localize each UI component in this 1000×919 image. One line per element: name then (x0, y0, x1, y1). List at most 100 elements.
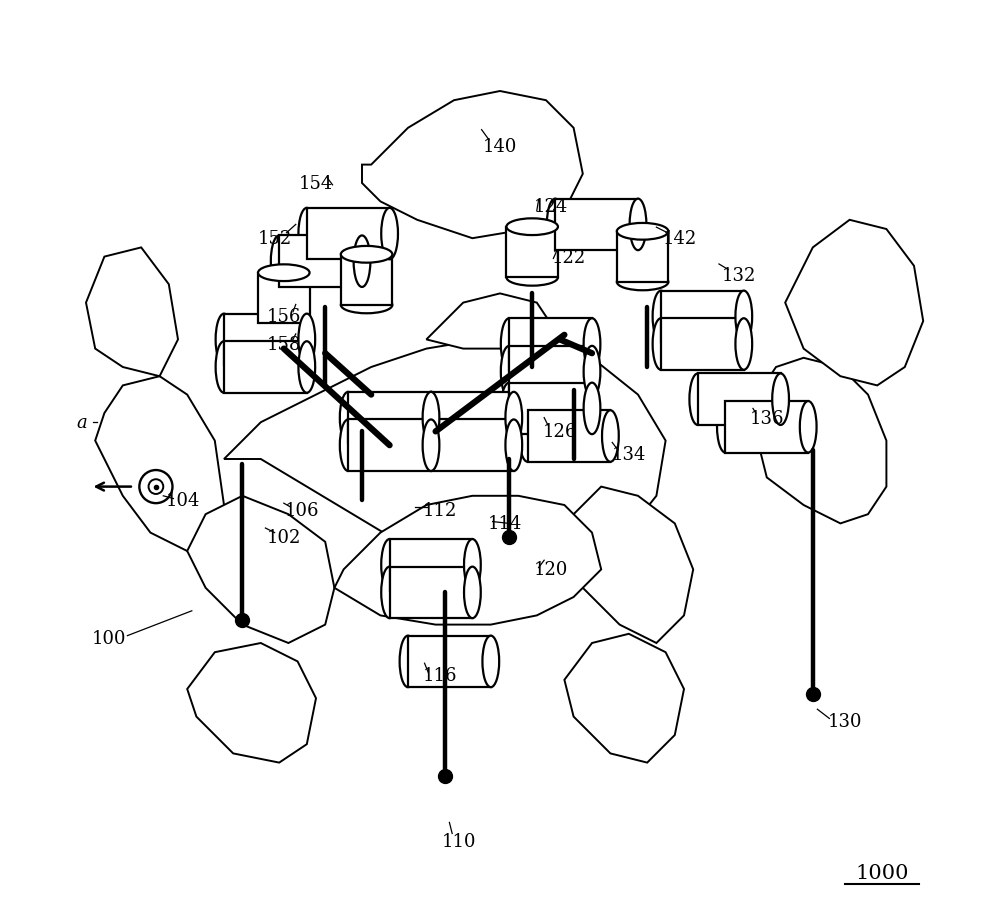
Ellipse shape (800, 402, 817, 453)
Polygon shape (362, 92, 583, 239)
Ellipse shape (423, 420, 439, 471)
Ellipse shape (298, 209, 315, 260)
Ellipse shape (505, 420, 522, 471)
Text: 112: 112 (423, 501, 457, 519)
Polygon shape (224, 340, 666, 597)
Polygon shape (348, 420, 431, 471)
Ellipse shape (630, 199, 646, 251)
Text: 140: 140 (483, 138, 517, 156)
Ellipse shape (464, 539, 481, 591)
Polygon shape (408, 636, 491, 687)
Ellipse shape (258, 265, 310, 282)
Ellipse shape (735, 291, 752, 343)
Polygon shape (390, 539, 472, 591)
Ellipse shape (772, 374, 789, 425)
Polygon shape (509, 383, 592, 435)
Polygon shape (86, 248, 178, 377)
Ellipse shape (547, 199, 564, 251)
Text: 110: 110 (441, 832, 476, 850)
Polygon shape (528, 411, 610, 462)
Ellipse shape (340, 420, 357, 471)
Ellipse shape (381, 567, 398, 618)
Ellipse shape (506, 269, 558, 287)
Polygon shape (431, 420, 514, 471)
Polygon shape (224, 314, 307, 366)
Polygon shape (224, 342, 307, 393)
Ellipse shape (519, 411, 536, 462)
Text: 142: 142 (662, 230, 697, 248)
Text: 116: 116 (423, 666, 457, 685)
Polygon shape (509, 346, 592, 398)
Ellipse shape (584, 346, 600, 398)
Polygon shape (698, 374, 781, 425)
Polygon shape (307, 209, 390, 260)
Ellipse shape (258, 315, 310, 333)
Ellipse shape (501, 319, 518, 370)
Text: 122: 122 (552, 248, 586, 267)
Polygon shape (617, 233, 668, 283)
Polygon shape (279, 236, 362, 288)
Polygon shape (258, 274, 310, 323)
Text: 114: 114 (487, 515, 522, 533)
Ellipse shape (298, 314, 315, 366)
Text: 120: 120 (533, 561, 568, 579)
Ellipse shape (354, 236, 370, 288)
Text: 158: 158 (267, 335, 301, 354)
Ellipse shape (584, 319, 600, 370)
Polygon shape (758, 358, 886, 524)
Ellipse shape (501, 346, 518, 398)
Ellipse shape (505, 392, 522, 444)
Ellipse shape (506, 219, 558, 236)
Text: a: a (76, 414, 87, 432)
Polygon shape (348, 392, 431, 444)
Ellipse shape (501, 383, 518, 435)
Polygon shape (564, 634, 684, 763)
Ellipse shape (423, 392, 439, 444)
Ellipse shape (464, 567, 481, 618)
Ellipse shape (735, 319, 752, 370)
Ellipse shape (298, 342, 315, 393)
Ellipse shape (689, 374, 706, 425)
Text: 106: 106 (285, 501, 319, 519)
Polygon shape (725, 402, 808, 453)
Ellipse shape (271, 236, 288, 288)
Ellipse shape (617, 274, 668, 291)
Text: 102: 102 (267, 528, 301, 547)
Text: 152: 152 (257, 230, 292, 248)
Text: 104: 104 (165, 492, 200, 510)
Text: 154: 154 (299, 175, 333, 193)
Text: 126: 126 (543, 423, 577, 441)
Ellipse shape (717, 402, 734, 453)
Polygon shape (390, 567, 472, 618)
Ellipse shape (584, 383, 600, 435)
Polygon shape (661, 291, 744, 343)
Ellipse shape (341, 246, 392, 264)
Text: 1000: 1000 (855, 864, 909, 882)
Polygon shape (187, 643, 316, 763)
Text: 156: 156 (267, 308, 301, 326)
Text: 124: 124 (533, 198, 568, 216)
Ellipse shape (423, 420, 439, 471)
Ellipse shape (482, 636, 499, 687)
Text: 132: 132 (722, 267, 756, 285)
Text: 130: 130 (828, 712, 862, 731)
Ellipse shape (216, 314, 232, 366)
Text: 134: 134 (612, 446, 646, 464)
Ellipse shape (381, 209, 398, 260)
Polygon shape (509, 319, 592, 370)
Ellipse shape (340, 392, 357, 444)
Polygon shape (785, 221, 923, 386)
Ellipse shape (423, 392, 439, 444)
Polygon shape (426, 294, 555, 349)
Polygon shape (95, 377, 224, 551)
Ellipse shape (617, 223, 668, 241)
Polygon shape (564, 487, 693, 643)
Ellipse shape (653, 291, 669, 343)
Ellipse shape (216, 342, 232, 393)
Polygon shape (187, 496, 334, 643)
Ellipse shape (341, 297, 392, 314)
Polygon shape (506, 228, 558, 278)
Polygon shape (341, 255, 392, 306)
Polygon shape (661, 319, 744, 370)
Ellipse shape (653, 319, 669, 370)
